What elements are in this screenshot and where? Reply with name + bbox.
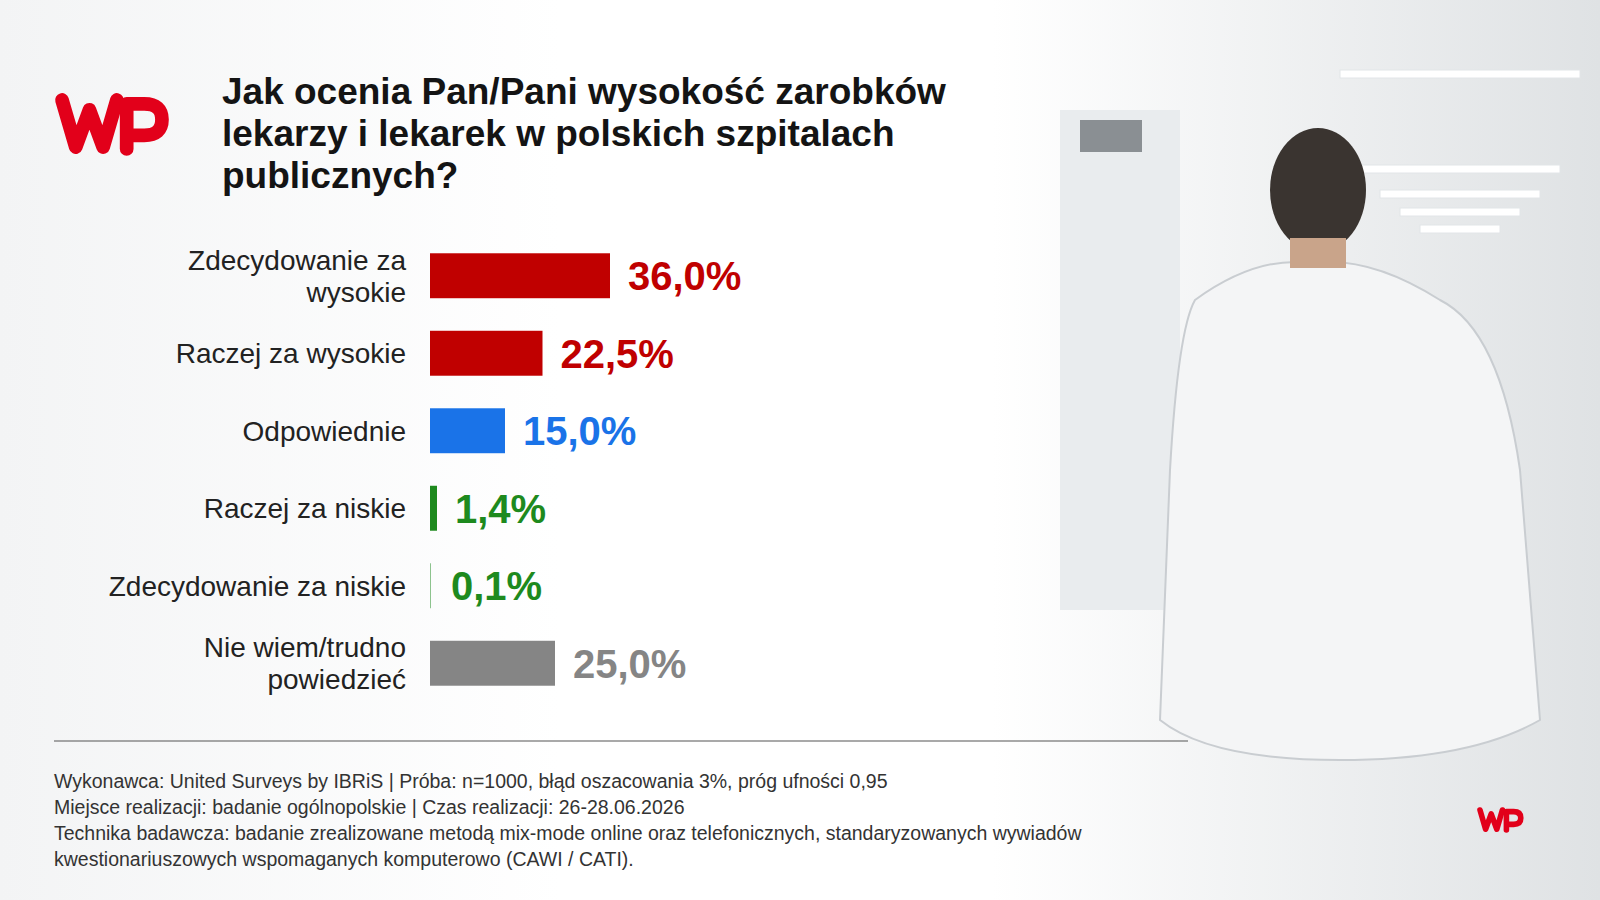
logo-w <box>1480 810 1502 829</box>
logo-small <box>1480 810 1521 830</box>
bar <box>430 641 555 686</box>
category-labels: Zdecydowanie zawysokie Raczej za wysokie O… <box>109 245 407 696</box>
note: Wykonawca: United Surveys by IBRiS | Pró… <box>54 770 888 792</box>
separator <box>54 740 1188 741</box>
note: Miejsce realizacji: badanie ogólnopolski… <box>54 796 685 818</box>
category-label: Odpowiednie <box>243 416 406 447</box>
data-label: 36,0% <box>628 254 741 298</box>
title: Jak ocenia Pan/Pani wysokość zarobkówlek… <box>222 71 946 196</box>
category-label: Zdecydowanie za niskie <box>109 571 406 602</box>
category-label: Raczej za niskie <box>204 493 406 524</box>
background <box>0 0 1600 900</box>
data-labels: 36,0% 22,5% 15,0% 1,4% 0,1% 25,0% <box>451 254 741 686</box>
door-sign <box>1080 120 1142 152</box>
logo <box>62 100 162 149</box>
chart: Jak ocenia Pan/Pani wysokość zarobkówlek… <box>0 0 1600 900</box>
baseline <box>430 253 431 685</box>
bar <box>430 563 431 608</box>
logo-p <box>1506 812 1520 830</box>
bar <box>430 486 437 531</box>
bar <box>430 408 505 453</box>
ceiling-light <box>1400 208 1520 216</box>
bars <box>430 253 610 685</box>
background-photo <box>1060 70 1580 760</box>
ceiling-light <box>1420 225 1500 233</box>
data-label: 25,0% <box>573 642 686 686</box>
data-label: 22,5% <box>561 332 674 376</box>
doctor-head <box>1270 128 1366 252</box>
data-label: 15,0% <box>523 409 636 453</box>
category-label: Zdecydowanie zawysokie <box>188 245 406 308</box>
ceiling-light <box>1340 70 1580 78</box>
door <box>1060 110 1180 610</box>
ceiling-light <box>1380 190 1540 198</box>
category-label: Raczej za wysokie <box>176 338 406 369</box>
note: Technika badawcza: badanie zrealizowane … <box>54 822 1082 870</box>
logo-w <box>62 100 117 147</box>
category-label: Nie wiem/trudnopowiedzieć <box>204 632 406 695</box>
data-label: 0,1% <box>451 564 542 608</box>
ceiling-light <box>1360 165 1560 173</box>
data-label: 1,4% <box>455 487 546 531</box>
bar <box>430 331 543 376</box>
doctor-neck <box>1290 238 1346 268</box>
doctor-coat <box>1160 262 1540 760</box>
logo-p <box>127 104 162 149</box>
bar <box>430 253 610 298</box>
